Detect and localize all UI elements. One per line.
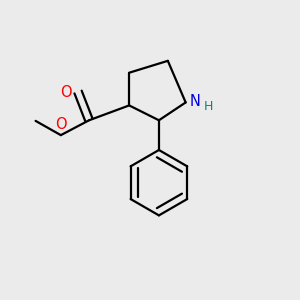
Text: H: H	[203, 100, 213, 112]
Text: O: O	[60, 85, 71, 100]
Text: N: N	[190, 94, 201, 110]
Text: O: O	[56, 117, 67, 132]
